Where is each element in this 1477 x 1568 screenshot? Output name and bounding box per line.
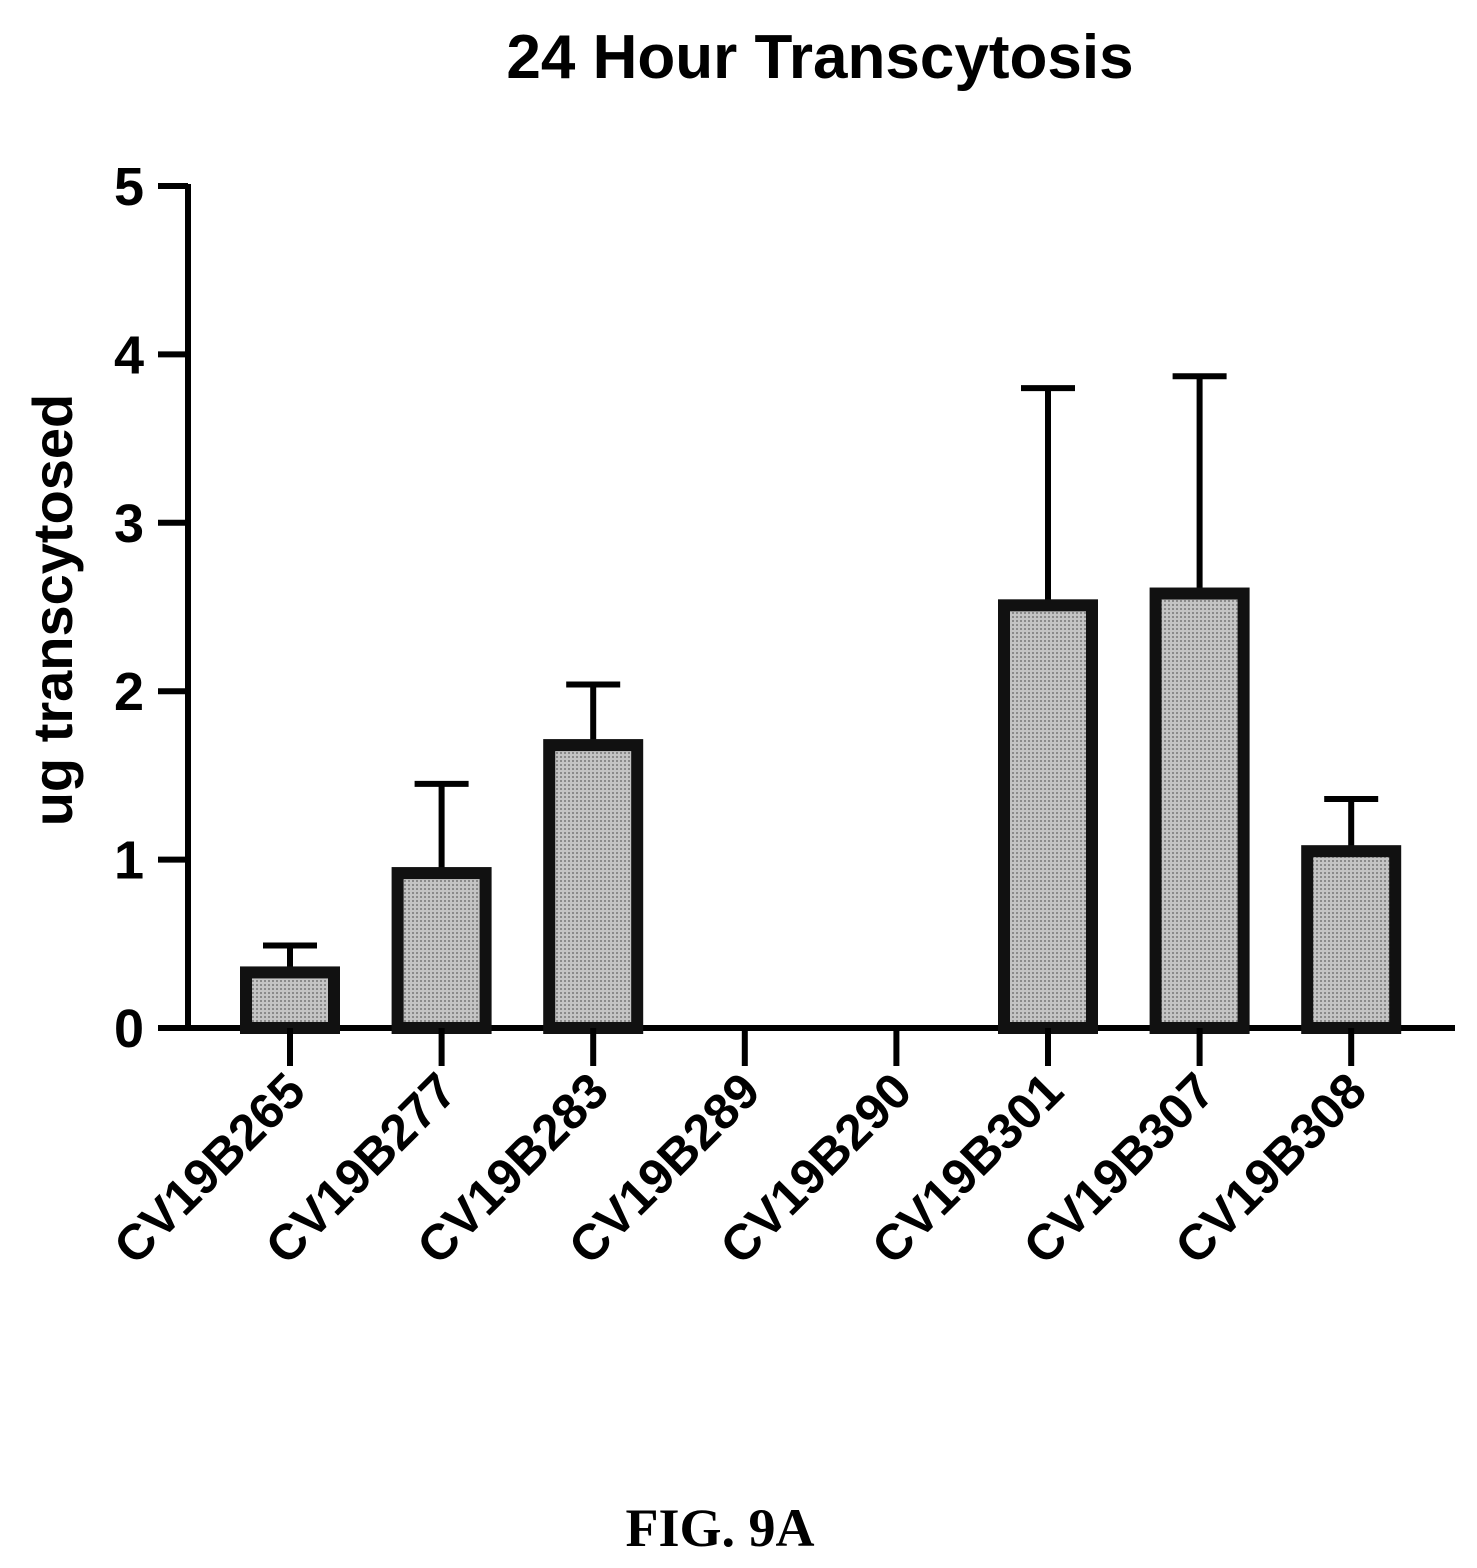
- bar: [543, 739, 644, 1034]
- bar: [998, 599, 1098, 1034]
- y-tick-label: 4: [114, 325, 144, 385]
- x-ticks: CV19B265CV19B277CV19B283CV19B289CV19B290…: [103, 1028, 1377, 1275]
- bar: [1301, 845, 1402, 1034]
- y-tick-label: 1: [114, 831, 144, 891]
- y-axis-label: ug transcytosed: [21, 394, 84, 827]
- figure-label: FIG. 9A: [626, 1498, 815, 1558]
- y-tick-label: 2: [114, 662, 144, 722]
- y-tick-label: 3: [114, 494, 144, 554]
- bar: [391, 867, 492, 1035]
- chart-title: 24 Hour Transcytosis: [506, 23, 1133, 92]
- y-tick-label: 0: [114, 999, 144, 1059]
- bar: [1149, 587, 1250, 1034]
- y-ticks: 0 1 2 3 4 5: [114, 157, 188, 1059]
- y-tick-label: 5: [114, 157, 144, 217]
- axes: [185, 184, 1455, 1031]
- bars: [240, 373, 1402, 1035]
- bar: [240, 966, 340, 1034]
